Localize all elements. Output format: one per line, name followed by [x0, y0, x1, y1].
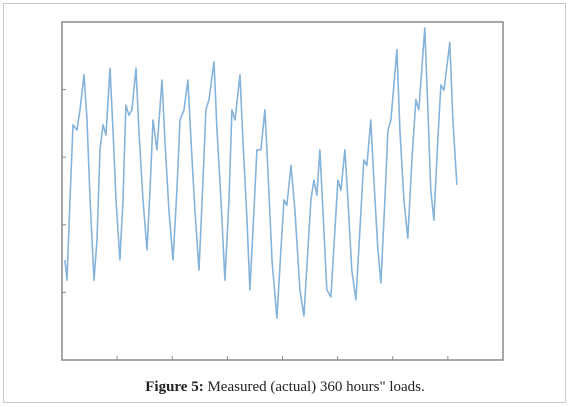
caption: Figure 5: Measured (actual) 360 hours" l… — [145, 379, 425, 395]
caption-text: Measured (actual) 360 hours" loads. — [207, 379, 424, 395]
load-line — [64, 27, 458, 319]
figure-border — [3, 3, 566, 403]
plot-frame — [61, 21, 504, 361]
caption-label: Figure 5: — [145, 379, 203, 395]
